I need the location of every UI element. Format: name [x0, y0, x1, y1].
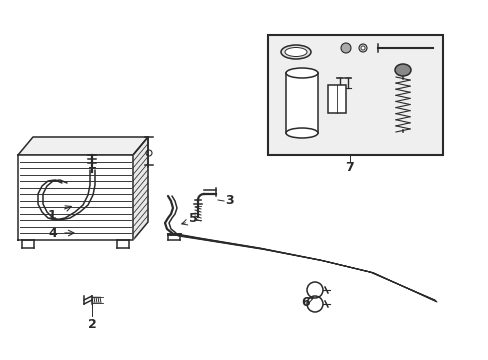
Circle shape [360, 46, 364, 50]
Circle shape [358, 44, 366, 52]
Polygon shape [18, 137, 148, 155]
Ellipse shape [281, 45, 310, 59]
Polygon shape [18, 155, 133, 240]
Polygon shape [133, 137, 148, 240]
Ellipse shape [285, 48, 306, 57]
Text: 2: 2 [87, 319, 96, 332]
Text: 6: 6 [301, 297, 310, 310]
Text: 5: 5 [188, 212, 197, 225]
Ellipse shape [285, 68, 317, 78]
Circle shape [340, 43, 350, 53]
Bar [267, 35, 442, 155]
Text: 4: 4 [48, 226, 57, 239]
Bar [285, 73, 317, 133]
Ellipse shape [285, 128, 317, 138]
Ellipse shape [394, 64, 410, 76]
Text: 3: 3 [225, 194, 234, 207]
Text: 1: 1 [47, 208, 56, 221]
Bar [327, 85, 346, 113]
Text: 7: 7 [345, 161, 354, 174]
